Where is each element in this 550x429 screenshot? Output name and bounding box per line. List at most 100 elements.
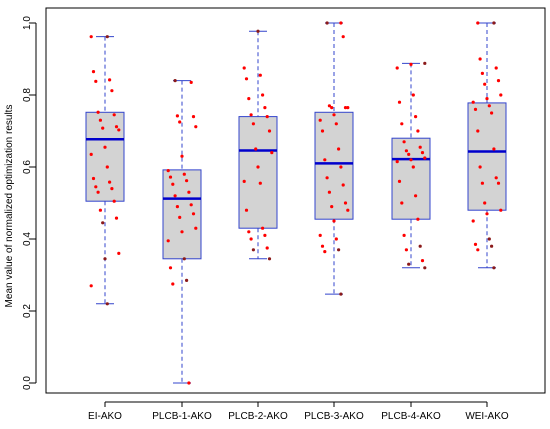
data-point (101, 221, 105, 225)
data-point (404, 149, 408, 153)
data-point (256, 165, 260, 169)
data-point (337, 248, 341, 252)
data-point (263, 106, 267, 110)
data-point (327, 190, 331, 194)
data-point (407, 262, 411, 266)
y-ticks: 0.0 0.2 0.4 0.6 0.8 1.0 (22, 16, 36, 390)
data-point (471, 219, 475, 223)
data-point (339, 165, 343, 169)
data-point (492, 266, 496, 270)
data-point (91, 70, 96, 74)
data-point (242, 66, 246, 70)
data-point (323, 250, 327, 254)
data-point (334, 122, 338, 126)
data-point (330, 205, 334, 209)
box-6 (467, 21, 507, 270)
data-point (320, 244, 325, 248)
data-point (166, 169, 170, 173)
data-point (258, 73, 262, 77)
data-point (411, 165, 415, 169)
data-point (327, 104, 331, 108)
data-point (175, 114, 179, 118)
data-point (168, 175, 173, 179)
data-point (191, 115, 196, 119)
data-point (166, 239, 170, 243)
data-point (103, 145, 107, 149)
data-point (267, 257, 272, 261)
data-point (101, 126, 105, 130)
box-2 (162, 79, 202, 385)
data-point (476, 21, 480, 25)
data-point (194, 226, 198, 230)
data-point (407, 152, 411, 156)
data-point (103, 257, 107, 261)
data-point (242, 179, 246, 183)
data-point (409, 62, 413, 66)
data-point (318, 233, 322, 237)
data-point (343, 106, 348, 110)
data-point (96, 110, 100, 114)
data-point (180, 154, 184, 158)
data-point (114, 125, 119, 129)
data-point (478, 57, 482, 61)
data-point (112, 199, 116, 203)
data-point (96, 190, 100, 194)
data-point (261, 226, 265, 230)
y-tick-label: 0.0 (22, 376, 33, 390)
data-point (105, 165, 109, 169)
iqr-box (162, 169, 202, 260)
data-point (171, 182, 175, 186)
data-point (496, 79, 501, 83)
data-point (346, 208, 350, 212)
data-point (402, 233, 406, 237)
data-point (400, 122, 404, 126)
data-point (89, 152, 93, 156)
data-point (492, 21, 496, 25)
data-point (334, 237, 338, 241)
data-point (418, 244, 422, 248)
data-point (270, 151, 274, 155)
data-point (189, 203, 193, 207)
data-point (416, 217, 420, 221)
y-tick-label: 0.8 (22, 88, 33, 102)
data-point (499, 208, 503, 212)
data-point (476, 248, 480, 252)
data-point (483, 201, 487, 205)
data-point (89, 35, 93, 39)
data-point (487, 237, 491, 241)
data-point (173, 194, 177, 198)
box-5 (391, 61, 431, 270)
data-point (343, 201, 348, 205)
data-point (483, 82, 487, 86)
data-point (487, 104, 491, 108)
data-point (346, 106, 350, 110)
data-point (189, 80, 193, 84)
data-point (108, 180, 112, 184)
data-point (332, 219, 336, 223)
y-axis-title: Mean value of normalized optimization re… (4, 105, 15, 308)
data-point (251, 248, 255, 252)
data-point (91, 176, 96, 181)
x-tick-label: PLCB-3-AKO (304, 411, 364, 422)
data-point (341, 35, 345, 39)
data-point (325, 21, 329, 25)
data-point (114, 216, 119, 220)
data-point (339, 21, 343, 25)
y-tick-label: 0.2 (22, 304, 33, 318)
data-point (105, 302, 109, 306)
data-point (478, 165, 482, 169)
data-point (178, 215, 182, 219)
x-tick-label: PLCB-1-AKO (152, 411, 212, 422)
data-point (267, 129, 272, 133)
data-point (94, 185, 98, 189)
data-point (110, 187, 114, 191)
data-point (320, 129, 325, 133)
y-tick-label: 1.0 (22, 16, 33, 30)
data-point (258, 181, 262, 185)
data-point (490, 244, 494, 248)
box-1 (85, 35, 125, 306)
y-tick-label: 0.4 (22, 232, 33, 246)
data-point (247, 97, 251, 101)
data-point (418, 145, 422, 149)
data-point (247, 230, 251, 234)
